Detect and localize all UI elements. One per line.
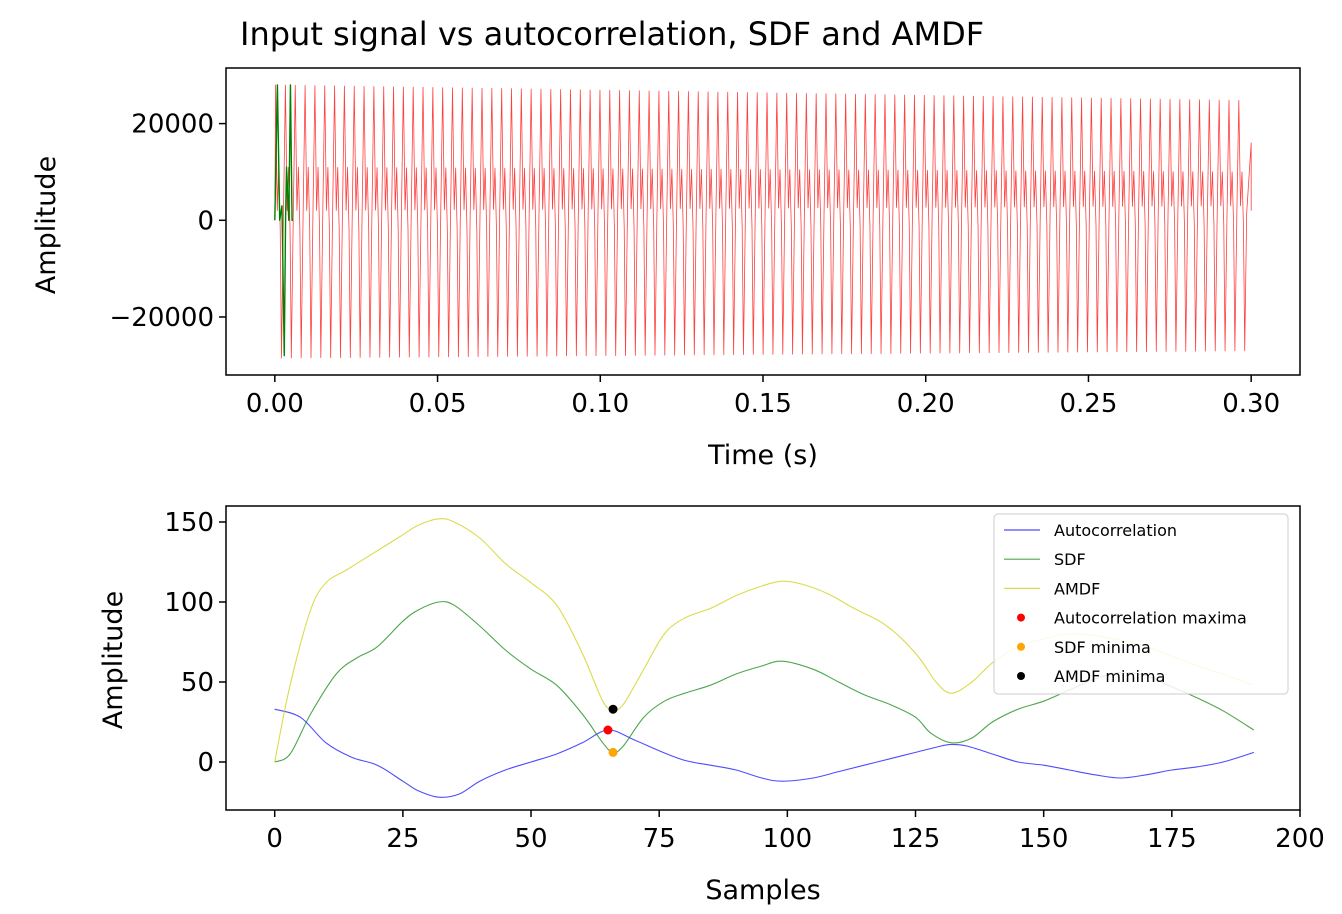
legend-marker-amdf-minima [1017,672,1025,680]
bottom-x-tick-label: 175 [1147,824,1197,854]
bottom-y-tick-label: 50 [181,668,214,698]
top-y-tick-label: −20000 [110,303,215,333]
bottom-x-ticks: 0 25 50 75 100 125 150 175 200 [266,810,1325,854]
legend-label-amdf-minima: AMDF minima [1054,667,1165,686]
bottom-x-tick-label: 25 [386,824,419,854]
bottom-y-tick-label: 100 [164,588,214,618]
bottom-x-tick-label: 125 [891,824,941,854]
top-x-tick-label: 0.00 [246,389,304,419]
legend-label-autocorrelation-maxima: Autocorrelation maxima [1054,609,1247,628]
amdf-minima-point [608,704,618,714]
bottom-x-tick-label: 200 [1275,824,1325,854]
top-x-tick-label: 0.10 [571,389,629,419]
legend: Autocorrelation SDF AMDF Autocorrelation ma… [993,513,1289,695]
top-y-tick-label: 20000 [131,110,214,140]
bottom-y-axis-label: Amplitude [98,591,129,729]
top-x-ticks: 0.00 0.05 0.10 0.15 0.20 0.25 0.30 [246,375,1280,419]
bottom-x-axis-label: Samples [705,875,820,906]
bottom-x-tick-label: 100 [763,824,813,854]
chart-title: Input signal vs autocorrelation, SDF and… [240,15,984,53]
bottom-x-tick-label: 50 [514,824,547,854]
top-plot-area [274,84,1252,359]
bottom-axes-frame [225,505,1301,811]
autocorrelation-line [274,708,1255,798]
bottom-y-tick-label: 150 [164,508,214,538]
legend-label-amdf: AMDF [1054,579,1100,598]
bottom-x-tick-label: 150 [1019,824,1069,854]
top-x-tick-label: 0.30 [1222,389,1280,419]
sdf-spike-line [274,84,294,357]
top-x-tick-label: 0.25 [1060,389,1118,419]
top-x-tick-label: 0.20 [897,389,955,419]
top-x-axis-label: Time (s) [707,440,818,471]
bottom-y-ticks: 0 50 100 150 [164,508,226,778]
legend-label-sdf-minima: SDF minima [1054,638,1151,657]
legend-label-autocorrelation: Autocorrelation [1054,521,1177,540]
bottom-y-tick-label: 0 [197,748,214,778]
top-y-tick-label: 0 [197,206,214,236]
sdf-minima-point [608,747,618,757]
top-y-axis-label: Amplitude [31,156,62,294]
legend-label-sdf: SDF [1054,550,1086,569]
top-x-tick-label: 0.15 [734,389,792,419]
top-x-tick-label: 0.05 [409,389,467,419]
legend-box [993,513,1289,695]
input-signal-line [274,84,1252,359]
legend-items: Autocorrelation SDF AMDF Autocorrelation ma… [1004,521,1247,686]
autocorrelation-maxima-point [603,725,613,735]
top-y-ticks: −20000 0 20000 [110,110,226,333]
bottom-x-tick-label: 0 [266,824,283,854]
legend-marker-autocorrelation-maxima [1017,613,1025,622]
bottom-x-tick-label: 75 [643,824,676,854]
bottom-subplot: 0 25 50 75 100 125 150 175 200 0 50 100 150 Samples… [98,505,1325,906]
top-subplot: Input signal vs autocorrelation, SDF and… [31,15,1301,471]
legend-marker-sdf-minima [1017,642,1025,651]
